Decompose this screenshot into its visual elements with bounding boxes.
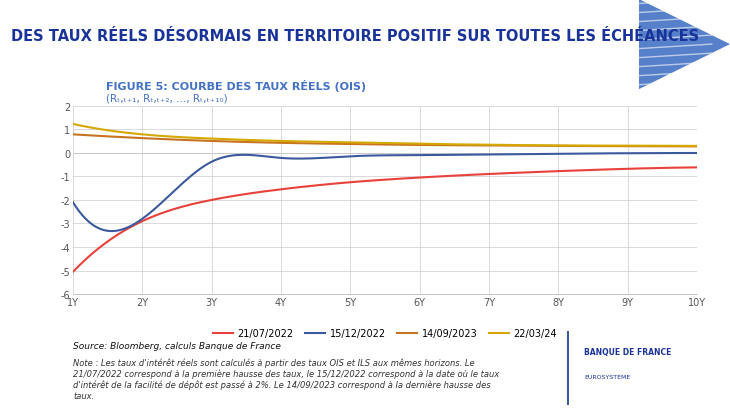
21/07/2022 bbox=[661, 166, 670, 171]
Line: 22/03/24: 22/03/24 bbox=[73, 125, 697, 146]
22/03/24 bbox=[235, 138, 244, 143]
14/09/2023 bbox=[107, 135, 115, 139]
21/07/2022 bbox=[693, 166, 702, 171]
Line: 21/07/2022: 21/07/2022 bbox=[73, 168, 697, 272]
21/07/2022 bbox=[69, 270, 77, 274]
15/12/2022 bbox=[693, 151, 702, 156]
15/12/2022 bbox=[69, 200, 77, 205]
15/12/2022 bbox=[238, 153, 247, 158]
Line: 14/09/2023: 14/09/2023 bbox=[73, 135, 697, 147]
Line: 15/12/2022: 15/12/2022 bbox=[73, 154, 697, 231]
Text: FIGURE 5: COURBE DES TAUX RÉELS (OIS): FIGURE 5: COURBE DES TAUX RÉELS (OIS) bbox=[106, 80, 366, 92]
15/12/2022 bbox=[93, 226, 102, 231]
Polygon shape bbox=[639, 0, 730, 90]
21/07/2022 bbox=[93, 247, 102, 252]
22/03/24 bbox=[639, 144, 648, 149]
15/12/2022 bbox=[188, 173, 196, 178]
15/12/2022 bbox=[642, 151, 651, 156]
15/12/2022 bbox=[107, 229, 115, 234]
14/09/2023 bbox=[93, 134, 102, 139]
22/03/24 bbox=[107, 129, 115, 134]
22/03/24 bbox=[693, 144, 702, 149]
Text: Source: Bloomberg, calculs Banque de France: Source: Bloomberg, calculs Banque de Fra… bbox=[73, 342, 281, 351]
Text: Note : Les taux d'intérêt réels sont calculés à partir des taux OIS et ILS aux m: Note : Les taux d'intérêt réels sont cal… bbox=[73, 358, 499, 400]
14/09/2023 bbox=[185, 138, 193, 143]
14/09/2023 bbox=[235, 140, 244, 145]
14/09/2023 bbox=[639, 144, 648, 149]
22/03/24 bbox=[69, 122, 77, 127]
14/09/2023 bbox=[69, 133, 77, 137]
Text: (Rₜ,ₜ₊₁, Rₜ,ₜ₊₂, ..., Rₜ,ₜ₊₁₀): (Rₜ,ₜ₊₁, Rₜ,ₜ₊₂, ..., Rₜ,ₜ₊₁₀) bbox=[106, 93, 228, 103]
15/12/2022 bbox=[664, 151, 673, 156]
Text: EUROSYSTÈME: EUROSYSTÈME bbox=[584, 374, 630, 379]
21/07/2022 bbox=[185, 203, 193, 208]
21/07/2022 bbox=[235, 193, 244, 198]
21/07/2022 bbox=[107, 237, 115, 242]
22/03/24 bbox=[93, 127, 102, 132]
15/12/2022 bbox=[110, 229, 118, 234]
22/03/24 bbox=[661, 144, 670, 149]
14/09/2023 bbox=[693, 144, 702, 149]
Legend: 21/07/2022, 15/12/2022, 14/09/2023, 22/03/24: 21/07/2022, 15/12/2022, 14/09/2023, 22/0… bbox=[210, 325, 561, 342]
Text: BANQUE DE FRANCE: BANQUE DE FRANCE bbox=[584, 347, 672, 356]
21/07/2022 bbox=[639, 166, 648, 171]
22/03/24 bbox=[185, 136, 193, 141]
Text: DES TAUX RÉELS DÉSORMAIS EN TERRITOIRE POSITIF SUR TOUTES LES ÉCHÉANCES: DES TAUX RÉELS DÉSORMAIS EN TERRITOIRE P… bbox=[11, 29, 699, 44]
14/09/2023 bbox=[661, 144, 670, 149]
